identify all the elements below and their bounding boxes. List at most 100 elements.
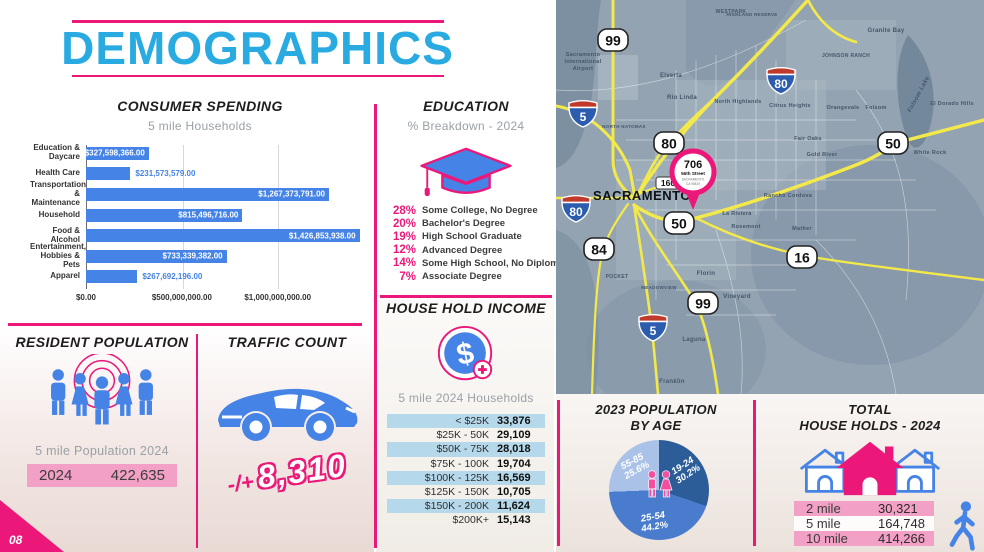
bar-row: Health Care $231,573,579.00 [30,164,370,185]
households-title-line2: HOUSE HOLDS - 2024 [799,418,941,434]
x-axis-tick: $500,000,000.00 [151,293,212,302]
map-area-label: El Dorado Hills [930,101,974,107]
houses-icon [799,441,941,495]
bar [86,270,138,284]
divider-population-traffic [196,334,198,548]
svg-text:56th Street: 56th Street [681,171,705,176]
consumer-spending-subtitle: 5 mile Households [148,119,252,133]
map-section: WESTPARK HIGHLAND RESERVE Sacramento Intern… [554,0,984,420]
bar-value-label: $267,692,196.00 [142,272,203,282]
divider-age-panel-left [557,400,560,546]
map-area-label: Fair Oaks [794,136,822,142]
population-by-age-panel: 2023 POPULATION BY AGE 19-24 30.2% 25-54 44… [558,398,754,552]
divider-center-vertical [374,104,377,548]
population-value: 422,635 [110,467,165,484]
age-panel-title-line2: BY AGE [630,418,682,434]
car-icon [218,388,358,441]
page-corner-triangle [0,500,64,552]
traffic-count-prefix: -/+ [225,468,256,498]
households-row: 10 mile 414,266 [794,530,934,547]
divider-age-households [753,400,756,546]
route-shield: 50 [877,131,909,155]
pie-slice-label: 25-54 44.2% [640,509,670,535]
page-title: DEMOGRAPHICS [61,21,454,74]
chart-x-axis: $0.00 $500,000,000.00 $1,000,000,000.00 [76,293,364,305]
folsom-lake [897,35,934,148]
bar-category-label: Household [38,209,80,219]
route-shield: 50 [663,211,695,235]
map-area-label: Vineyard [723,294,751,300]
svg-text:80: 80 [569,205,583,219]
household-income-subtitle: 5 mile 2024 Households [398,391,534,405]
route-shield: 84 [583,237,615,261]
interstate-shield: 5 [638,314,668,342]
bar-row: Education & Daycare $327,598,366.00 [30,143,370,164]
map-area-label: WESTPARK [716,9,747,15]
map-area-label: Citrus Heights [769,103,811,109]
map-area-label: Orangevale [827,105,860,111]
map-area-label: POCKET [606,274,629,280]
population-year: 2024 [39,467,73,484]
bar-value-label: $231,573,579.00 [135,169,196,179]
income-row: $125K - 150K 10,705 [424,486,531,499]
couple-icon [647,470,673,498]
consumer-spending-section: CONSUMER SPENDING 5 mile Households Educ… [30,98,370,305]
bar-row: Household $815,496,716.00 [30,205,370,226]
map-area-label: Laguna [682,337,705,343]
svg-text:80: 80 [774,77,788,91]
title-rule-bottom [71,74,444,78]
map-area-label: MEADOWVIEW [641,285,677,290]
resident-population-row: 2024 422,635 [27,464,177,487]
page-number: 08 [9,533,23,547]
age-pie-chart: 19-24 30.2% 25-54 44.2% 55-85 25.6% [609,440,709,540]
education-section: EDUCATION % Breakdown - 2024 28% Some Col… [380,98,564,283]
svg-text:160: 160 [661,178,675,188]
bar: $327,598,366.00 [85,146,149,160]
dollar-icon: $ [437,325,493,381]
title-rule-top [71,20,444,23]
map-area-label: Rancho Cordova [764,193,813,199]
age-panel-title-line1: 2023 POPULATION [595,402,717,417]
map-area-label: NORTH NATOMAS [602,124,645,129]
education-item: 7% Associate Degree [399,270,502,283]
bar: $1,267,373,791.00 [86,187,329,201]
svg-text:80: 80 [661,136,677,152]
svg-text:84: 84 [591,242,607,258]
interstate-shield: 80 [561,195,591,223]
city-label: SACRAMENTO [593,188,691,203]
svg-text:$: $ [454,336,477,372]
bar-value-label: $733,339,382.00 [162,251,223,261]
education-item: 12% Advanced Degree [392,244,503,257]
svg-text:50: 50 [671,216,687,232]
traffic-count-section: TRAFFIC COUNT -/+ 8,310 [204,334,370,497]
education-item: 20% Bachelor's Degree [392,217,506,230]
title-section: DEMOGRAPHICS [45,20,470,78]
resident-population-subtitle: 5 mile Population 2024 [35,444,169,458]
education-list: 28% Some College, No Degree 20% Bachelor's … [380,204,564,283]
education-item: 14% Some High School, No Diploma [392,257,564,270]
bar [86,167,131,181]
bar-row: Food & Alcohol $1,426,853,938.00 [30,225,370,246]
education-title: EDUCATION [423,98,509,114]
map-area-label: HIGHLAND RESERVE [726,12,777,17]
route-shield: 99 [687,291,719,315]
svg-text:SACRAMENTO: SACRAMENTO [682,178,705,182]
svg-text:16: 16 [794,250,810,266]
population-people-icon [51,352,153,425]
income-row: < $25K 33,876 [387,414,545,429]
income-row: $50K - 75K 28,018 [387,442,545,457]
households-title-line1: TOTAL [848,402,892,417]
route-shield: 16 [786,245,818,269]
bar: $1,426,853,938.00 [86,229,360,243]
map-area-label: Sacramento [566,52,601,58]
total-households-table: 2 mile 30,321 5 mile 164,748 10 mile 414,266 [794,500,934,547]
map-area-label: La Riviera [722,211,752,217]
income-row: $25K - 50K 29,109 [436,429,531,442]
map-area-label: White Rock [914,150,948,156]
total-households-panel: TOTAL HOUSE HOLDS - 2024 2 mile 30,321 5 m… [756,398,984,552]
households-row: 5 mile 164,748 [794,515,934,531]
household-income-table: < $25K 33,876 $25K - 50K 29,109 $50K - 75K 28… [387,414,545,528]
map-area-label: Florin [697,271,715,277]
